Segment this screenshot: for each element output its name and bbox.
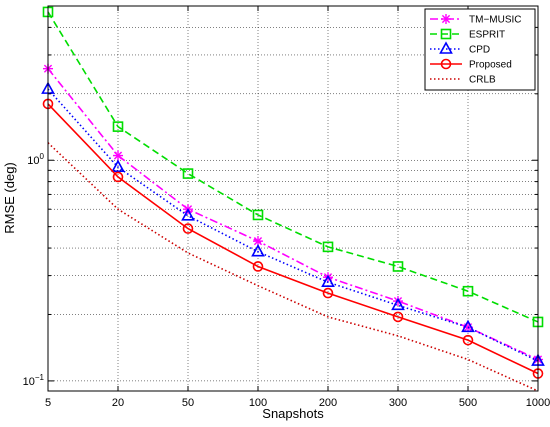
data-point-esprit xyxy=(462,285,474,297)
y-axis-title: RMSE (deg) xyxy=(2,162,17,234)
x-axis-title: Snapshots xyxy=(262,406,324,421)
x-tick-label: 100 xyxy=(249,397,267,409)
data-point-cpd xyxy=(461,319,475,333)
data-point-proposed xyxy=(252,261,264,272)
series-line-proposed xyxy=(47,103,539,375)
legend: TM−MUSIC ESPRIT CPD Proposed CRLB xyxy=(424,8,536,91)
y-tick-label: 100 xyxy=(27,152,44,167)
legend-entry-crlb: CRLB xyxy=(430,75,496,86)
x-tick-label: 20 xyxy=(112,397,124,409)
axes: 5 20 50 100 200 300 500 1000 10−1 100 xyxy=(23,5,550,409)
y-tick-label: 10−1 xyxy=(23,373,45,388)
data-point-esprit xyxy=(112,121,124,132)
data-point-cpd xyxy=(391,297,405,311)
legend-label-esprit: ESPRIT xyxy=(469,30,505,41)
series-proposed xyxy=(42,98,544,379)
legend-marker-proposed xyxy=(440,58,452,70)
legend-label-proposed: Proposed xyxy=(469,60,512,71)
data-point-tm-music xyxy=(113,150,123,161)
legend-label-cpd: CPD xyxy=(469,45,490,56)
legend-entry-esprit: ESPRIT xyxy=(430,28,505,41)
data-point-proposed xyxy=(392,311,404,323)
data-point-proposed xyxy=(322,287,334,299)
legend-marker-esprit xyxy=(440,28,452,40)
x-tick-label: 5 xyxy=(45,397,51,409)
data-point-proposed xyxy=(462,334,474,346)
plot-frame xyxy=(47,5,539,392)
legend-label-crlb: CRLB xyxy=(469,75,496,86)
data-point-cpd xyxy=(251,244,265,257)
legend-label-tm-music: TM−MUSIC xyxy=(469,15,522,26)
x-tick-label: 500 xyxy=(459,397,477,409)
x-tick-label: 200 xyxy=(319,397,337,409)
series-line-esprit xyxy=(47,11,539,323)
legend-entry-tm-music: TM−MUSIC xyxy=(430,14,522,26)
data-point-esprit xyxy=(182,168,194,179)
data-point-cpd xyxy=(111,159,125,172)
data-point-proposed xyxy=(112,171,124,183)
legend-marker-cpd xyxy=(439,41,453,54)
series-line-tm-music xyxy=(47,68,539,361)
x-tick-label: 1000 xyxy=(526,397,550,409)
data-point-proposed xyxy=(182,223,194,234)
data-point-esprit xyxy=(252,209,264,221)
data-point-cpd xyxy=(181,208,195,221)
series-layer xyxy=(41,6,545,392)
legend-entry-cpd: CPD xyxy=(430,41,490,56)
legend-entry-proposed: Proposed xyxy=(430,58,512,71)
legend-marker-tm-music xyxy=(441,14,451,24)
x-tick-label: 300 xyxy=(389,397,407,409)
data-point-cpd xyxy=(321,274,335,288)
data-point-esprit xyxy=(392,261,404,272)
data-point-esprit xyxy=(322,241,334,253)
x-tick-label: 50 xyxy=(182,397,194,409)
